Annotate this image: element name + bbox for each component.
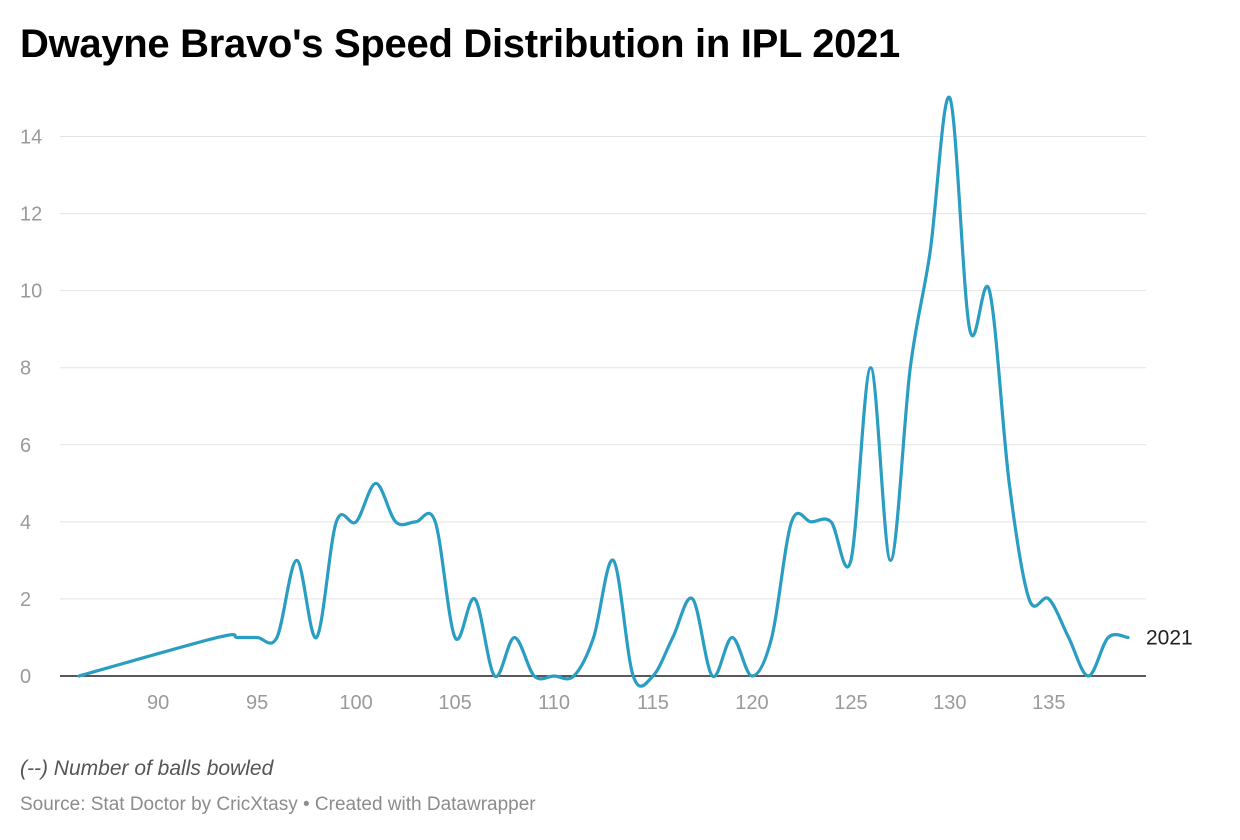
data-point bbox=[670, 635, 675, 640]
data-point bbox=[967, 327, 972, 332]
data-point bbox=[789, 519, 794, 524]
x-tick-label: 110 bbox=[538, 692, 570, 714]
data-point bbox=[433, 519, 438, 524]
data-point bbox=[453, 635, 458, 640]
series-label-2021: 2021 bbox=[1146, 626, 1193, 649]
y-tick-label: 6 bbox=[20, 435, 31, 457]
y-tick-label: 10 bbox=[20, 281, 42, 303]
data-point bbox=[294, 558, 299, 563]
data-point bbox=[908, 365, 913, 370]
series-layer: 2021 bbox=[77, 95, 1193, 688]
data-point bbox=[354, 519, 359, 524]
data-point bbox=[255, 635, 260, 640]
y-tick-label: 12 bbox=[20, 204, 42, 226]
x-tick-label: 90 bbox=[147, 692, 169, 714]
data-point bbox=[1046, 596, 1051, 601]
data-point bbox=[848, 558, 853, 563]
data-point bbox=[552, 674, 557, 679]
data-point bbox=[591, 635, 596, 640]
chart-source: Source: Stat Doctor by CricXtasy • Creat… bbox=[20, 794, 536, 815]
x-tick-label: 125 bbox=[834, 692, 867, 714]
x-axis-ticks: 90 95 100 105 110 115 120 125 130 135 bbox=[147, 692, 1065, 714]
data-point bbox=[215, 635, 220, 640]
data-point bbox=[532, 674, 537, 679]
data-point bbox=[928, 250, 933, 255]
x-tick-label: 115 bbox=[637, 692, 669, 714]
data-point bbox=[571, 674, 576, 679]
y-tick-label: 8 bbox=[20, 358, 31, 380]
data-point bbox=[314, 635, 319, 640]
y-axis-ticks: 0 2 4 6 8 10 12 14 bbox=[20, 127, 42, 688]
data-point bbox=[413, 519, 418, 524]
data-point bbox=[274, 635, 279, 640]
x-tick-label: 135 bbox=[1032, 692, 1065, 714]
data-point bbox=[373, 481, 378, 486]
data-point bbox=[235, 635, 240, 640]
data-point bbox=[1066, 635, 1071, 640]
y-tick-label: 4 bbox=[20, 512, 31, 534]
data-point bbox=[1126, 635, 1131, 640]
data-point bbox=[512, 635, 517, 640]
x-tick-label: 120 bbox=[735, 692, 768, 714]
data-point bbox=[710, 674, 715, 679]
x-tick-label: 95 bbox=[246, 692, 268, 714]
data-point bbox=[1086, 674, 1091, 679]
data-point bbox=[393, 519, 398, 524]
x-tick-label: 105 bbox=[438, 692, 471, 714]
y-tick-label: 14 bbox=[20, 127, 42, 149]
data-point bbox=[1106, 635, 1111, 640]
data-point bbox=[77, 674, 82, 679]
data-point bbox=[650, 674, 655, 679]
data-point bbox=[1007, 481, 1012, 486]
chart-note: (--) Number of balls bowled bbox=[20, 757, 274, 780]
data-point bbox=[868, 365, 873, 370]
data-point bbox=[809, 519, 814, 524]
data-point bbox=[730, 635, 735, 640]
y-tick-label: 0 bbox=[20, 666, 31, 688]
data-point bbox=[334, 519, 339, 524]
data-point bbox=[749, 674, 754, 679]
data-point bbox=[492, 674, 497, 679]
data-point bbox=[611, 558, 616, 563]
data-point bbox=[888, 558, 893, 563]
data-point bbox=[631, 674, 636, 679]
data-point bbox=[947, 96, 952, 101]
data-point bbox=[472, 596, 477, 601]
data-point bbox=[769, 635, 774, 640]
data-point bbox=[1027, 596, 1032, 601]
data-point bbox=[987, 288, 992, 293]
series-line-2021 bbox=[77, 95, 1130, 688]
x-tick-label: 130 bbox=[933, 692, 966, 714]
data-point bbox=[690, 596, 695, 601]
chart-title: Dwayne Bravo's Speed Distribution in IPL… bbox=[20, 22, 900, 66]
y-tick-label: 2 bbox=[20, 589, 31, 611]
x-tick-label: 100 bbox=[339, 692, 372, 714]
data-point bbox=[829, 519, 834, 524]
